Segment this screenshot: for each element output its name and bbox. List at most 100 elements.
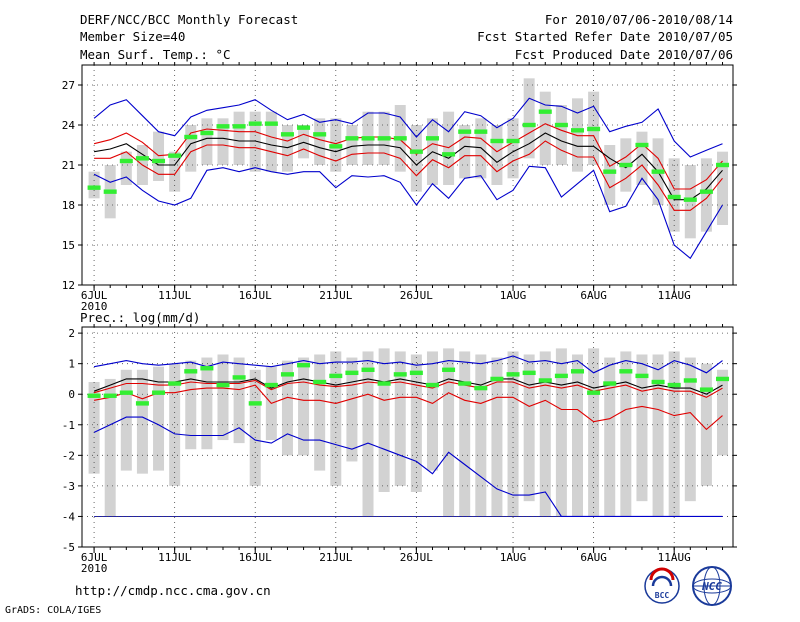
spread-box <box>491 357 503 517</box>
spread-box <box>426 351 438 471</box>
spread-box <box>185 125 197 172</box>
spread-box <box>169 363 181 486</box>
median-marker <box>216 124 230 129</box>
x-tick-label: 6JUL <box>81 551 108 564</box>
median-marker <box>248 121 262 126</box>
median-marker <box>442 152 456 157</box>
median-marker <box>232 375 246 380</box>
median-marker <box>635 142 649 148</box>
y-tick-label: -5 <box>62 541 75 554</box>
spread-box <box>169 151 181 192</box>
ncc-logo: NCC <box>692 566 732 606</box>
spread-box <box>298 357 310 456</box>
median-marker <box>667 194 681 200</box>
spread-box <box>265 111 277 172</box>
spread-box <box>136 369 148 474</box>
spread-box <box>346 357 358 462</box>
median-marker <box>168 153 182 158</box>
median-marker <box>587 390 601 395</box>
spread-box <box>346 125 358 165</box>
spread-box <box>314 118 326 165</box>
median-marker <box>152 158 166 164</box>
median-marker <box>716 376 730 382</box>
y-tick-label: 15 <box>62 239 75 252</box>
y-tick-label: 12 <box>62 279 75 292</box>
spread-box <box>217 354 229 441</box>
y-tick-label: -3 <box>62 480 75 493</box>
ensemble-mean-line <box>94 132 723 201</box>
median-marker <box>458 129 472 134</box>
x-tick-label: 26JUL <box>400 551 433 564</box>
median-marker <box>571 369 585 374</box>
precip-chart-title: Prec.: log(mm/d) <box>80 310 200 325</box>
median-marker <box>345 136 359 141</box>
plot-frame <box>81 64 734 286</box>
median-marker <box>506 372 520 377</box>
median-marker <box>474 385 488 391</box>
spread-box <box>378 348 390 492</box>
median-marker <box>264 121 278 126</box>
median-marker <box>522 370 536 376</box>
median-marker <box>490 376 504 382</box>
spread-box <box>120 369 132 471</box>
median-marker <box>442 367 456 372</box>
x-tick-year: 2010 <box>81 300 108 313</box>
spread-box <box>153 366 165 471</box>
x-tick-label: 6AUG <box>580 289 607 302</box>
median-marker <box>168 381 182 386</box>
footer-credit: GrADS: COLA/IGES <box>5 605 101 616</box>
median-marker <box>425 136 439 141</box>
x-tick-label: 21JUL <box>319 551 352 564</box>
median-marker <box>393 136 407 141</box>
outer-low-line <box>93 416 723 517</box>
ensemble-mean-line <box>93 378 723 395</box>
spread-box <box>459 125 471 179</box>
spread-box <box>604 357 616 517</box>
y-tick-label: 21 <box>62 159 75 172</box>
median-marker <box>313 132 327 137</box>
x-tick-label: 21JUL <box>319 289 352 302</box>
median-marker <box>667 382 681 388</box>
median-marker <box>313 379 327 385</box>
spread-box <box>249 111 261 172</box>
spread-box <box>233 357 245 444</box>
spread-box <box>314 354 326 471</box>
inner-low-line <box>93 384 723 431</box>
median-marker <box>409 149 423 154</box>
median-marker <box>264 382 278 388</box>
median-marker <box>716 162 730 168</box>
spread-box <box>330 351 342 486</box>
median-marker <box>554 122 568 128</box>
bcc-logo-text: BCC <box>655 591 670 600</box>
median-marker <box>297 125 311 130</box>
y-tick-label: 27 <box>62 79 75 92</box>
spread-box <box>394 351 406 486</box>
spread-box <box>185 360 197 450</box>
median-marker <box>377 136 391 141</box>
spread-box <box>217 118 229 165</box>
x-tick-label: 11JUL <box>158 551 191 564</box>
spread-box <box>555 348 567 517</box>
x-tick-label: 1AUG <box>500 551 527 564</box>
median-marker <box>425 382 439 388</box>
spread-box <box>523 354 535 502</box>
spread-box <box>539 91 551 165</box>
median-marker <box>377 381 391 386</box>
x-tick-label: 1AUG <box>500 289 527 302</box>
median-marker <box>651 379 665 385</box>
header-period: For 2010/07/06-2010/08/14 <box>545 12 733 27</box>
ncc-logo-text: NCC <box>701 580 722 593</box>
spread-box <box>572 354 584 517</box>
bcc-logo: BCC <box>644 567 680 604</box>
x-tick-label: 11AUG <box>658 289 691 302</box>
median-marker <box>361 136 375 141</box>
median-marker <box>232 124 246 129</box>
spread-box <box>652 354 664 517</box>
header-variable: Mean Surf. Temp.: °C <box>80 47 231 62</box>
x-tick-label: 6JUL <box>81 289 108 302</box>
spread-box <box>717 151 729 225</box>
spread-box <box>684 357 696 502</box>
median-marker <box>135 156 149 161</box>
